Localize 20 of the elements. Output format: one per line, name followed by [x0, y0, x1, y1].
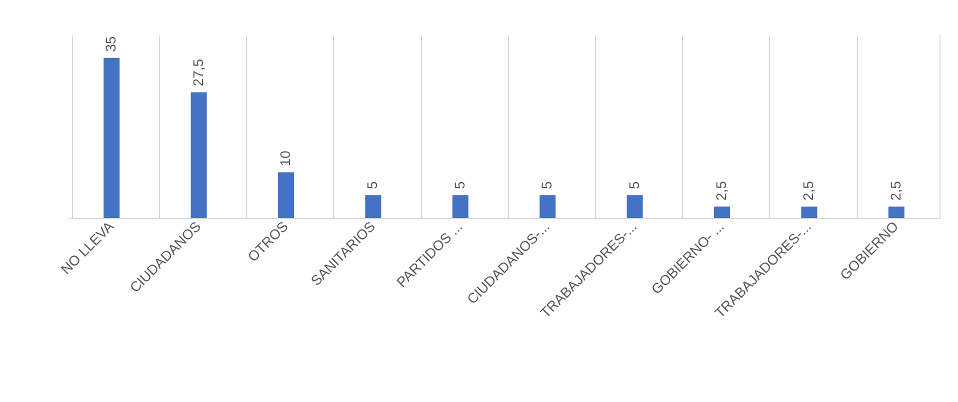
bar [714, 206, 730, 218]
data-label: 27,5 [190, 58, 206, 86]
data-label: 2,5 [800, 180, 816, 201]
data-label: 2,5 [887, 180, 904, 201]
bar [801, 206, 818, 218]
bar [452, 195, 468, 218]
bar [888, 206, 904, 218]
bar [540, 195, 556, 218]
data-label: 5 [538, 181, 555, 190]
data-label: 5 [364, 181, 380, 190]
data-label: 5 [451, 181, 468, 190]
bar [190, 92, 207, 218]
bar [104, 58, 120, 218]
data-label: 5 [626, 181, 642, 190]
bar [365, 195, 382, 218]
data-label: 10 [277, 150, 293, 166]
bar [626, 195, 643, 218]
bar [278, 172, 294, 218]
data-label: 2,5 [713, 180, 729, 201]
data-label: 35 [102, 36, 119, 52]
